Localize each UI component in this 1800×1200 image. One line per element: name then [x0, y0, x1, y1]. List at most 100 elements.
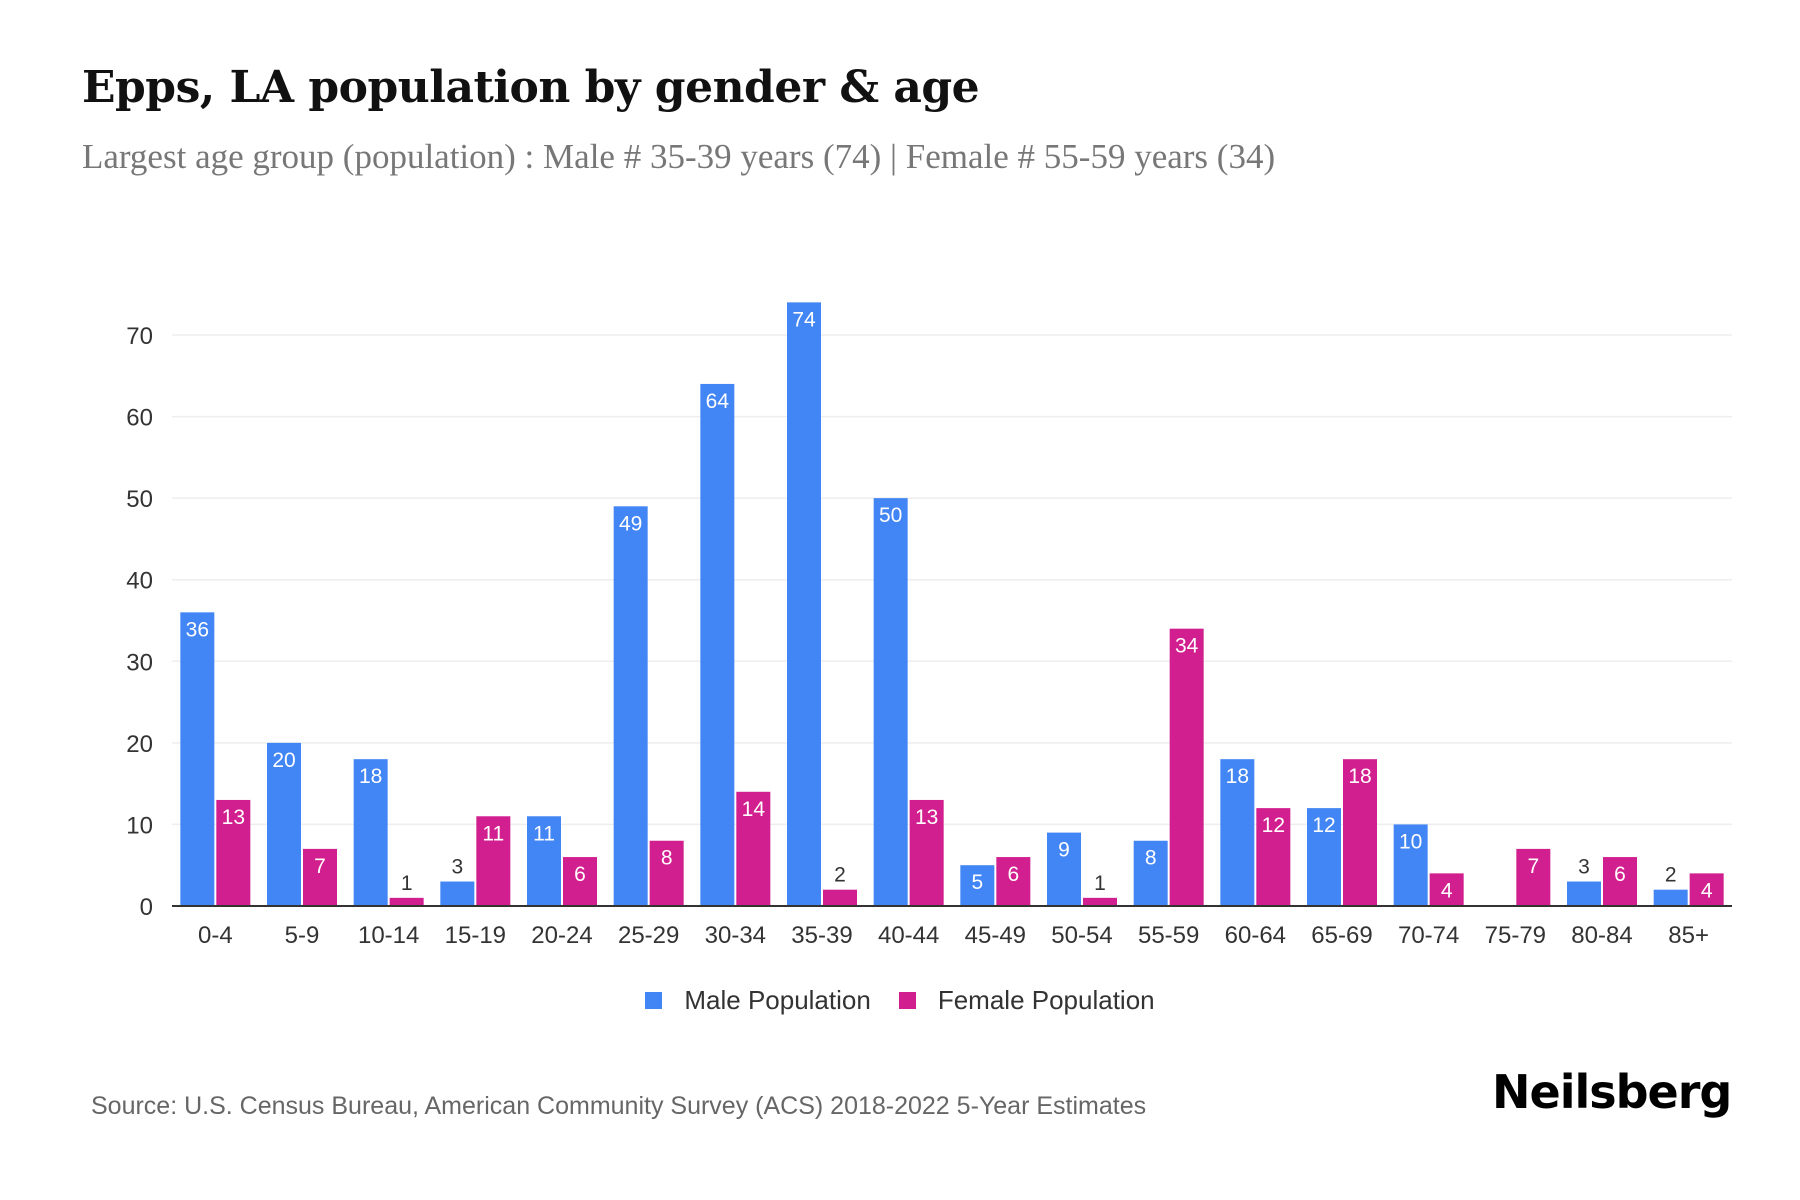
male-bar-label: 2 — [1665, 864, 1677, 887]
male-bar-label: 3 — [1578, 856, 1590, 879]
male-swatch-icon — [645, 992, 663, 1009]
female-bar — [1083, 897, 1117, 906]
legend-item-female[interactable]: Female Population — [898, 985, 1155, 1016]
male-bar — [1133, 840, 1168, 906]
male-bar-label: 36 — [186, 618, 209, 641]
female-bar — [1343, 759, 1377, 906]
female-bar-label: 12 — [1262, 814, 1285, 837]
female-bar-label: 4 — [1441, 879, 1453, 902]
male-bar — [1047, 832, 1081, 906]
x-category-label: 55-59 — [1138, 922, 1199, 949]
female-bar-label: 13 — [222, 806, 245, 829]
x-category-label: 65-69 — [1311, 922, 1372, 949]
female-bar — [996, 857, 1031, 906]
male-bar-label: 18 — [1226, 765, 1249, 788]
female-bar — [476, 816, 511, 906]
male-bar — [1393, 824, 1428, 906]
y-axis-ticks: 0 10 20 30 40 50 60 70 — [126, 323, 153, 921]
male-bar — [527, 816, 561, 906]
legend-label-female: Female Population — [937, 985, 1155, 1015]
source-note: Source: U.S. Census Bureau, American Com… — [91, 1092, 1147, 1120]
female-bar-label: 7 — [1527, 855, 1539, 878]
female-bar — [649, 840, 684, 906]
male-bar — [1653, 889, 1688, 906]
male-bar-label: 8 — [1145, 847, 1157, 870]
x-category-label: 10-14 — [358, 922, 419, 949]
x-category-label: 80-84 — [1571, 922, 1632, 949]
male-bar-label: 64 — [706, 390, 730, 413]
female-bar — [389, 897, 424, 906]
female-bar — [1429, 873, 1464, 906]
male-bar — [700, 383, 735, 906]
y-tick-label: 40 — [126, 568, 153, 595]
male-bar — [613, 506, 648, 906]
male-bar — [180, 612, 215, 906]
female-bar — [1516, 848, 1551, 906]
male-bar — [1567, 881, 1601, 906]
male-bar — [267, 742, 301, 906]
female-swatch-icon — [898, 992, 916, 1009]
female-bar-label: 7 — [314, 855, 326, 878]
male-bar-label: 3 — [451, 856, 463, 879]
x-category-label: 60-64 — [1225, 922, 1286, 949]
female-bar — [823, 889, 857, 906]
x-category-label: 25-29 — [618, 922, 679, 949]
legend-item-male[interactable]: Male Population — [645, 985, 871, 1016]
x-category-label: 20-24 — [531, 922, 592, 949]
female-bar-label: 6 — [1007, 863, 1019, 886]
female-bar-label: 1 — [401, 872, 413, 895]
male-bar — [1307, 808, 1341, 906]
female-bar — [563, 857, 597, 906]
x-category-label: 35-39 — [791, 922, 852, 949]
male-bar-label: 18 — [359, 765, 382, 788]
male-bar — [1220, 759, 1255, 906]
female-bar-label: 1 — [1094, 872, 1106, 895]
y-tick-label: 10 — [126, 812, 153, 839]
y-tick-label: 30 — [126, 649, 153, 676]
female-bar-label: 34 — [1175, 635, 1199, 658]
y-tick-label: 0 — [140, 894, 153, 921]
x-category-label: 70-74 — [1398, 922, 1459, 949]
female-bar — [1603, 857, 1637, 906]
x-category-label: 45-49 — [965, 922, 1026, 949]
male-bar — [873, 498, 908, 906]
x-category-label: 50-54 — [1051, 922, 1112, 949]
legend-label-male: Male Population — [684, 985, 871, 1015]
male-bar-label: 9 — [1058, 839, 1070, 862]
y-tick-label: 50 — [126, 486, 153, 513]
male-bar-label: 50 — [879, 504, 902, 527]
chart-subtitle: Largest age group (population) : Male # … — [82, 137, 1276, 176]
female-bar — [909, 799, 944, 906]
y-tick-label: 20 — [126, 731, 153, 758]
brand-logo: Neilsberg — [1492, 1065, 1732, 1119]
female-bar-label: 2 — [834, 864, 846, 887]
x-axis-categories: 0-4 5-9 10-14 15-19 20-24 25-29 30-34 35-39 40-4… — [198, 922, 1709, 949]
female-bar — [303, 848, 337, 906]
x-category-label: 85+ — [1668, 922, 1709, 949]
female-bar-label: 6 — [574, 863, 586, 886]
chart-title: Epps, LA population by gender & age — [82, 62, 980, 113]
y-tick-label: 60 — [126, 405, 153, 432]
female-bar — [216, 799, 251, 906]
y-tick-label: 70 — [126, 323, 153, 350]
bars — [180, 302, 1724, 906]
male-bar — [787, 302, 821, 906]
x-category-label: 30-34 — [705, 922, 766, 949]
male-bar — [440, 881, 475, 906]
female-bar-label: 14 — [742, 798, 766, 821]
female-bar — [1689, 873, 1724, 906]
female-bar-label: 8 — [661, 847, 673, 870]
male-bar — [960, 865, 995, 906]
female-bar — [1256, 808, 1291, 906]
x-category-label: 15-19 — [445, 922, 506, 949]
legend: Male Population Female Population — [0, 985, 1800, 1016]
female-bar-label: 11 — [482, 822, 504, 845]
male-bar — [353, 759, 388, 906]
x-category-label: 75-79 — [1485, 922, 1546, 949]
male-bar-label: 12 — [1312, 814, 1335, 837]
male-bar-label: 10 — [1399, 830, 1422, 853]
female-bar-label: 18 — [1348, 765, 1371, 788]
x-category-label: 40-44 — [878, 922, 939, 949]
female-bar — [736, 791, 771, 906]
